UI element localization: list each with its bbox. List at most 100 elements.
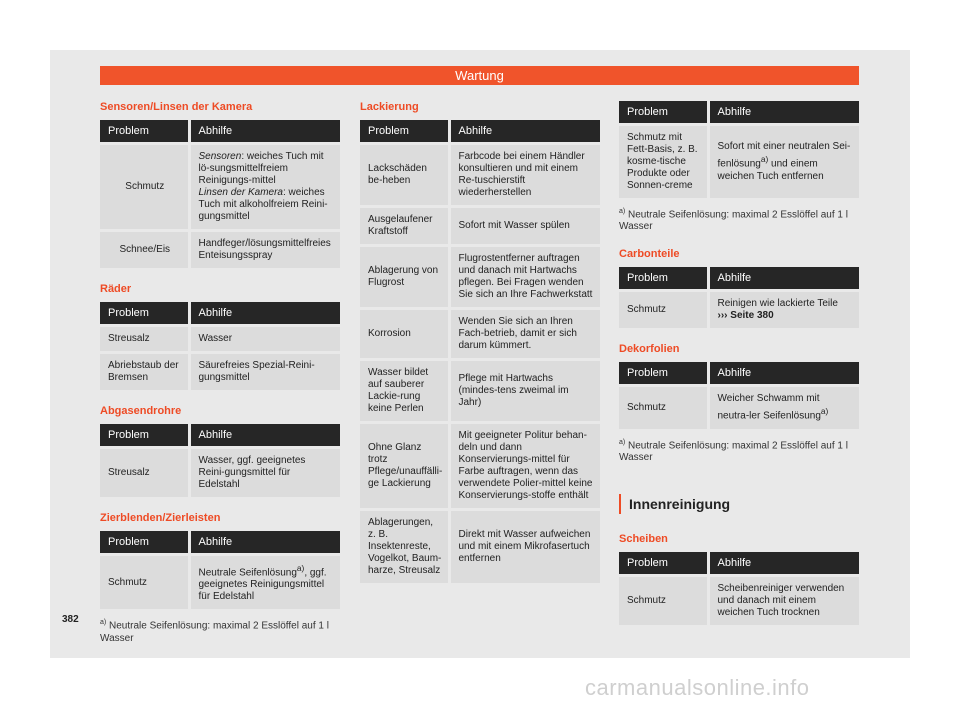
table-row: Schmutz Weicher Schwamm mit neutra-ler Se… xyxy=(619,384,859,429)
col-header-problem: Problem xyxy=(619,267,710,291)
windows-table: Problem Abhilfe Schmutz Scheibenreiniger v… xyxy=(619,551,859,625)
remedy-cell: Säurefreies Spezial-Reini-gungsmittel xyxy=(189,351,340,390)
remedy-cell: Wasser, ggf. geeignetes Reini-gungsmitte… xyxy=(189,446,340,497)
footnote-ref: a) xyxy=(296,563,305,573)
col-header-problem: Problem xyxy=(619,362,710,386)
problem-cell: Schmutz xyxy=(619,289,710,329)
page-link[interactable]: Seite 380 xyxy=(730,310,774,322)
table-row: Schmutz Sensoren: weiches Tuch mit lö-su… xyxy=(100,142,340,231)
section-title-trims: Zierblenden/Zierleisten xyxy=(100,512,221,524)
col-header-remedy: Abhilfe xyxy=(449,120,600,144)
problem-cell: Abriebstaub der Bremsen xyxy=(100,351,191,390)
problem-cell: Ausgelaufener Kraftstoff xyxy=(360,205,451,246)
footnote-mark: a) xyxy=(100,619,107,627)
table-row: Korrosion Wenden Sie sich an Ihren Fach-b… xyxy=(360,307,600,360)
remedy-cell: Handfeger/lösungsmittelfreies Enteisungs… xyxy=(189,229,340,268)
remedy-label: Sensoren xyxy=(198,151,242,162)
table-row: Ohne Glanz trotz Pflege/unauffälli-ge La… xyxy=(360,421,600,510)
remedy-text: , ggf. geeignetes Reinigungsmittel für E… xyxy=(198,567,327,603)
footnote-text: Neutrale Seifenlösung: maximal 2 Esslöff… xyxy=(619,439,848,463)
remedy-cell: Flugrostentferner auftragen und danach m… xyxy=(449,244,600,309)
table-row: Streusalz Wasser, ggf. geeignetes Reini-g… xyxy=(100,446,340,497)
col-header-remedy: Abhilfe xyxy=(189,302,340,326)
remedy-text: Sofort mit einer neutralen Sei-fenlösung xyxy=(717,141,851,170)
footnote-ref: a) xyxy=(820,406,829,417)
footnote: a) Neutrale Seifenlösung: maximal 2 Essl… xyxy=(619,437,859,464)
col-header-problem: Problem xyxy=(360,120,451,144)
watermark: carmanualsonline.info xyxy=(585,675,810,700)
col-header-remedy: Abhilfe xyxy=(189,120,340,144)
section-title-sensors: Sensoren/Linsen der Kamera xyxy=(100,101,253,113)
problem-cell: Ablagerungen, z. B. Insektenreste, Vogel… xyxy=(360,508,451,583)
col-header-remedy: Abhilfe xyxy=(708,551,859,576)
col-header-remedy: Abhilfe xyxy=(189,531,340,555)
problem-cell: Schmutz xyxy=(619,573,710,625)
col-header-problem: Problem xyxy=(619,101,710,125)
col-header-problem: Problem xyxy=(100,120,191,144)
table-row: Schmutz Scheibenreiniger verwenden und da… xyxy=(619,573,859,625)
remedy-cell: Sofort mit einer neutralen Sei-fenlösung… xyxy=(708,123,859,198)
col-header-problem: Problem xyxy=(100,424,191,448)
table-row: Lackschäden be-heben Farbcode bei einem H… xyxy=(360,142,600,207)
remedy-text: Neutrale Seifenlösung xyxy=(198,567,297,579)
section-title-paint: Lackierung xyxy=(360,101,419,113)
problem-cell: Ohne Glanz trotz Pflege/unauffälli-ge La… xyxy=(360,421,451,510)
table-row: Wasser bildet auf sauberer Lackie-rung k… xyxy=(360,358,600,423)
chapter-title-interior-cleaning: Innenreinigung xyxy=(619,493,859,514)
remedy-cell: Neutrale Seifenlösunga), ggf. geeignetes… xyxy=(189,553,340,610)
remedy-cell: Mit geeigneter Politur behan-deln und da… xyxy=(449,421,600,510)
remedy-cell: Sofort mit Wasser spülen xyxy=(449,205,600,246)
footnote-ref: a) xyxy=(760,154,769,165)
trims-table: Problem Abhilfe Schmutz Neutrale Seifenlös… xyxy=(100,531,340,610)
decor-foils-table: Problem Abhilfe Schmutz Weicher Schwamm mi… xyxy=(619,362,859,429)
remedy-text: : weiches Tuch mit lö-sungsmittelfreiem … xyxy=(198,151,324,186)
remedy-cell: Pflege mit Hartwachs (mindes-tens zweima… xyxy=(449,358,600,423)
remedy-label: Linsen der Kamera xyxy=(198,187,284,198)
sensors-table: Problem Abhilfe Schmutz Sensoren: weiches… xyxy=(100,120,340,268)
remedy-cell: Scheibenreiniger verwenden und danach mi… xyxy=(708,573,859,625)
right-column: Problem Abhilfe Schmutz mit Fett-Basis, z… xyxy=(619,101,859,625)
remedy-text: und einem weichen Tuch entfernen xyxy=(717,158,824,182)
col-header-problem: Problem xyxy=(619,551,710,576)
col-header-remedy: Abhilfe xyxy=(708,362,859,386)
remedy-cell: Reinigen wie lackierte Teile ››› Seite 38… xyxy=(708,289,859,329)
problem-cell: Streusalz xyxy=(100,324,191,353)
footnote-text: Neutrale Seifenlösung: maximal 2 Esslöff… xyxy=(619,209,848,233)
problem-cell: Schnee/Eis xyxy=(100,229,191,268)
table-row: Schmutz Reinigen wie lackierte Teile ››› S… xyxy=(619,289,859,329)
wheels-table: Problem Abhilfe Streusalz Wasser Abriebsta… xyxy=(100,302,340,390)
section-title-carbon: Carbonteile xyxy=(619,248,680,261)
remedy-text: Weicher Schwamm mit neutra-ler Seifenlös… xyxy=(717,393,821,422)
remedy-cell: Farbcode bei einem Händler konsultieren … xyxy=(449,142,600,207)
problem-cell: Wasser bildet auf sauberer Lackie-rung k… xyxy=(360,358,451,423)
section-title-exhaust: Abgasendrohre xyxy=(100,405,182,417)
page-link-arrow-icon[interactable]: ››› xyxy=(717,310,728,322)
remedy-text: Reinigen wie lackierte Teile xyxy=(717,298,838,310)
middle-column: Lackierung Problem Abhilfe Lackschäden be… xyxy=(360,100,600,583)
problem-cell: Ablagerung von Flugrost xyxy=(360,244,451,309)
problem-cell: Schmutz xyxy=(619,384,710,429)
section-title-decor-foils: Dekorfolien xyxy=(619,343,680,356)
col-header-problem: Problem xyxy=(100,531,191,555)
paint-table: Problem Abhilfe Lackschäden be-heben Farbc… xyxy=(360,120,600,583)
remedy-text: : weiches Tuch mit alkoholfreiem Reini-g… xyxy=(198,187,328,222)
left-column: Sensoren/Linsen der Kamera Problem Abhilf… xyxy=(100,100,340,645)
footnote-text: Neutrale Seifenlösung: maximal 2 Esslöff… xyxy=(100,620,329,644)
remedy-cell: Direkt mit Wasser aufweichen und mit ein… xyxy=(449,508,600,583)
problem-cell: Schmutz xyxy=(100,553,191,610)
table-row: Abriebstaub der Bremsen Säurefreies Spezi… xyxy=(100,351,340,390)
chapter-header: Wartung xyxy=(100,66,859,85)
col-header-remedy: Abhilfe xyxy=(708,101,859,125)
footnote: a) Neutrale Seifenlösung: maximal 2 Essl… xyxy=(619,206,859,233)
page-number: 382 xyxy=(62,614,79,625)
table-row: Ausgelaufener Kraftstoff Sofort mit Wasse… xyxy=(360,205,600,246)
problem-cell: Korrosion xyxy=(360,307,451,360)
table-row: Schmutz Neutrale Seifenlösunga), ggf. gee… xyxy=(100,553,340,610)
table-row: Ablagerungen, z. B. Insektenreste, Vogel… xyxy=(360,508,600,583)
footnote: a) Neutrale Seifenlösung: maximal 2 Essl… xyxy=(100,617,340,644)
remedy-cell: Wasser xyxy=(189,324,340,353)
problem-cell: Streusalz xyxy=(100,446,191,497)
carbon-table: Problem Abhilfe Schmutz Reinigen wie lacki… xyxy=(619,267,859,329)
section-title-windows: Scheiben xyxy=(619,532,668,545)
remedy-cell: Sensoren: weiches Tuch mit lö-sungsmitte… xyxy=(189,142,340,231)
